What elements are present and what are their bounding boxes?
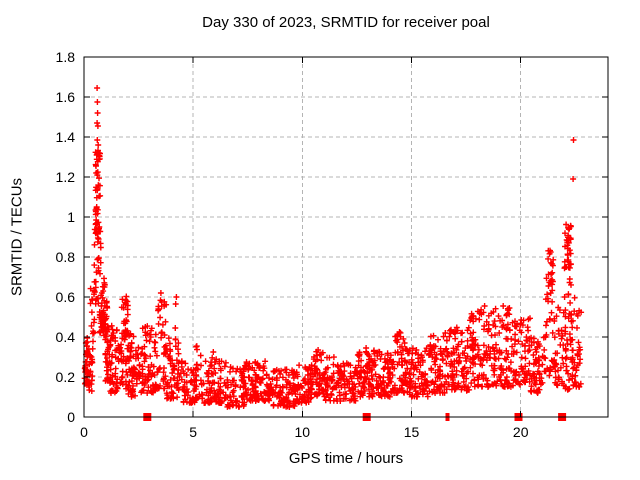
y-tick-label: 0.6 xyxy=(56,289,76,305)
y-tick-label: 1 xyxy=(67,209,75,225)
x-tick-label: 10 xyxy=(295,424,311,440)
x-tick-label: 15 xyxy=(404,424,420,440)
x-axis-label: GPS time / hours xyxy=(288,450,404,467)
y-tick-label: 1.2 xyxy=(56,169,76,185)
x-tick-label: 0 xyxy=(80,424,88,440)
y-tick-label: 0.4 xyxy=(56,329,76,345)
x-tick-label: 5 xyxy=(189,424,197,440)
y-tick-label: 0 xyxy=(67,409,75,425)
axis-ticks xyxy=(83,56,608,418)
y-tick-label: 0.8 xyxy=(56,249,76,265)
tick-labels: 0 5 10 15 20 0 0.2 0.4 0.6 0.8 1 1.2 1.4 1.6 1.8 xyxy=(56,49,529,440)
chart-title: Day 330 of 2023, SRMTID for receiver poa… xyxy=(202,14,490,31)
y-tick-label: 1.8 xyxy=(56,49,76,65)
y-tick-label: 0.2 xyxy=(56,369,76,385)
data-points xyxy=(81,85,585,410)
y-tick-label: 1.4 xyxy=(56,129,76,145)
x-tick-label: 20 xyxy=(513,424,529,440)
plot-border xyxy=(83,56,609,418)
y-tick-label: 1.6 xyxy=(56,89,76,105)
